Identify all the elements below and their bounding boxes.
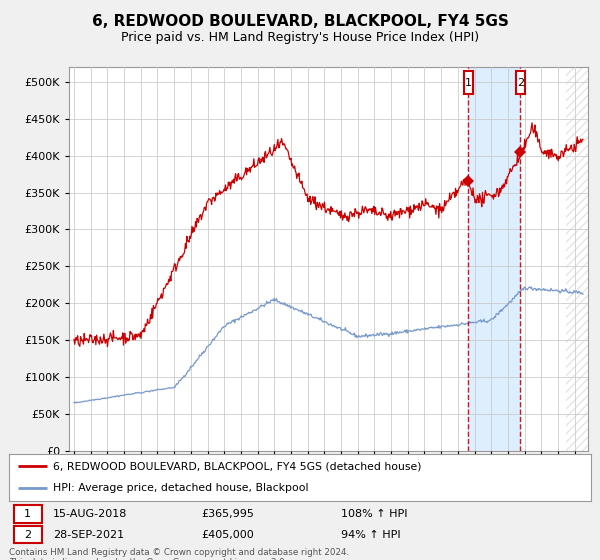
Text: HPI: Average price, detached house, Blackpool: HPI: Average price, detached house, Blac… (53, 483, 308, 493)
Text: 2: 2 (24, 530, 31, 540)
Text: £365,995: £365,995 (201, 509, 254, 519)
Bar (468, 67, 520, 451)
Bar (515, 71, 525, 95)
Text: 2: 2 (517, 78, 524, 88)
Text: 108% ↑ HPI: 108% ↑ HPI (341, 509, 407, 519)
Text: £405,000: £405,000 (201, 530, 254, 540)
Text: 6, REDWOOD BOULEVARD, BLACKPOOL, FY4 5GS (detached house): 6, REDWOOD BOULEVARD, BLACKPOOL, FY4 5GS… (53, 461, 421, 472)
Text: 6, REDWOOD BOULEVARD, BLACKPOOL, FY4 5GS: 6, REDWOOD BOULEVARD, BLACKPOOL, FY4 5GS (92, 14, 508, 29)
Bar (14, 526, 41, 543)
Text: Price paid vs. HM Land Registry's House Price Index (HPI): Price paid vs. HM Land Registry's House … (121, 31, 479, 44)
Text: 94% ↑ HPI: 94% ↑ HPI (341, 530, 400, 540)
Text: 1: 1 (24, 509, 31, 519)
Bar (464, 71, 473, 95)
Bar (566, 67, 588, 451)
Text: 15-AUG-2018: 15-AUG-2018 (53, 509, 127, 519)
Text: 28-SEP-2021: 28-SEP-2021 (53, 530, 124, 540)
Text: Contains HM Land Registry data © Crown copyright and database right 2024.
This d: Contains HM Land Registry data © Crown c… (9, 548, 349, 560)
Text: 1: 1 (464, 78, 472, 88)
Bar (14, 506, 41, 522)
